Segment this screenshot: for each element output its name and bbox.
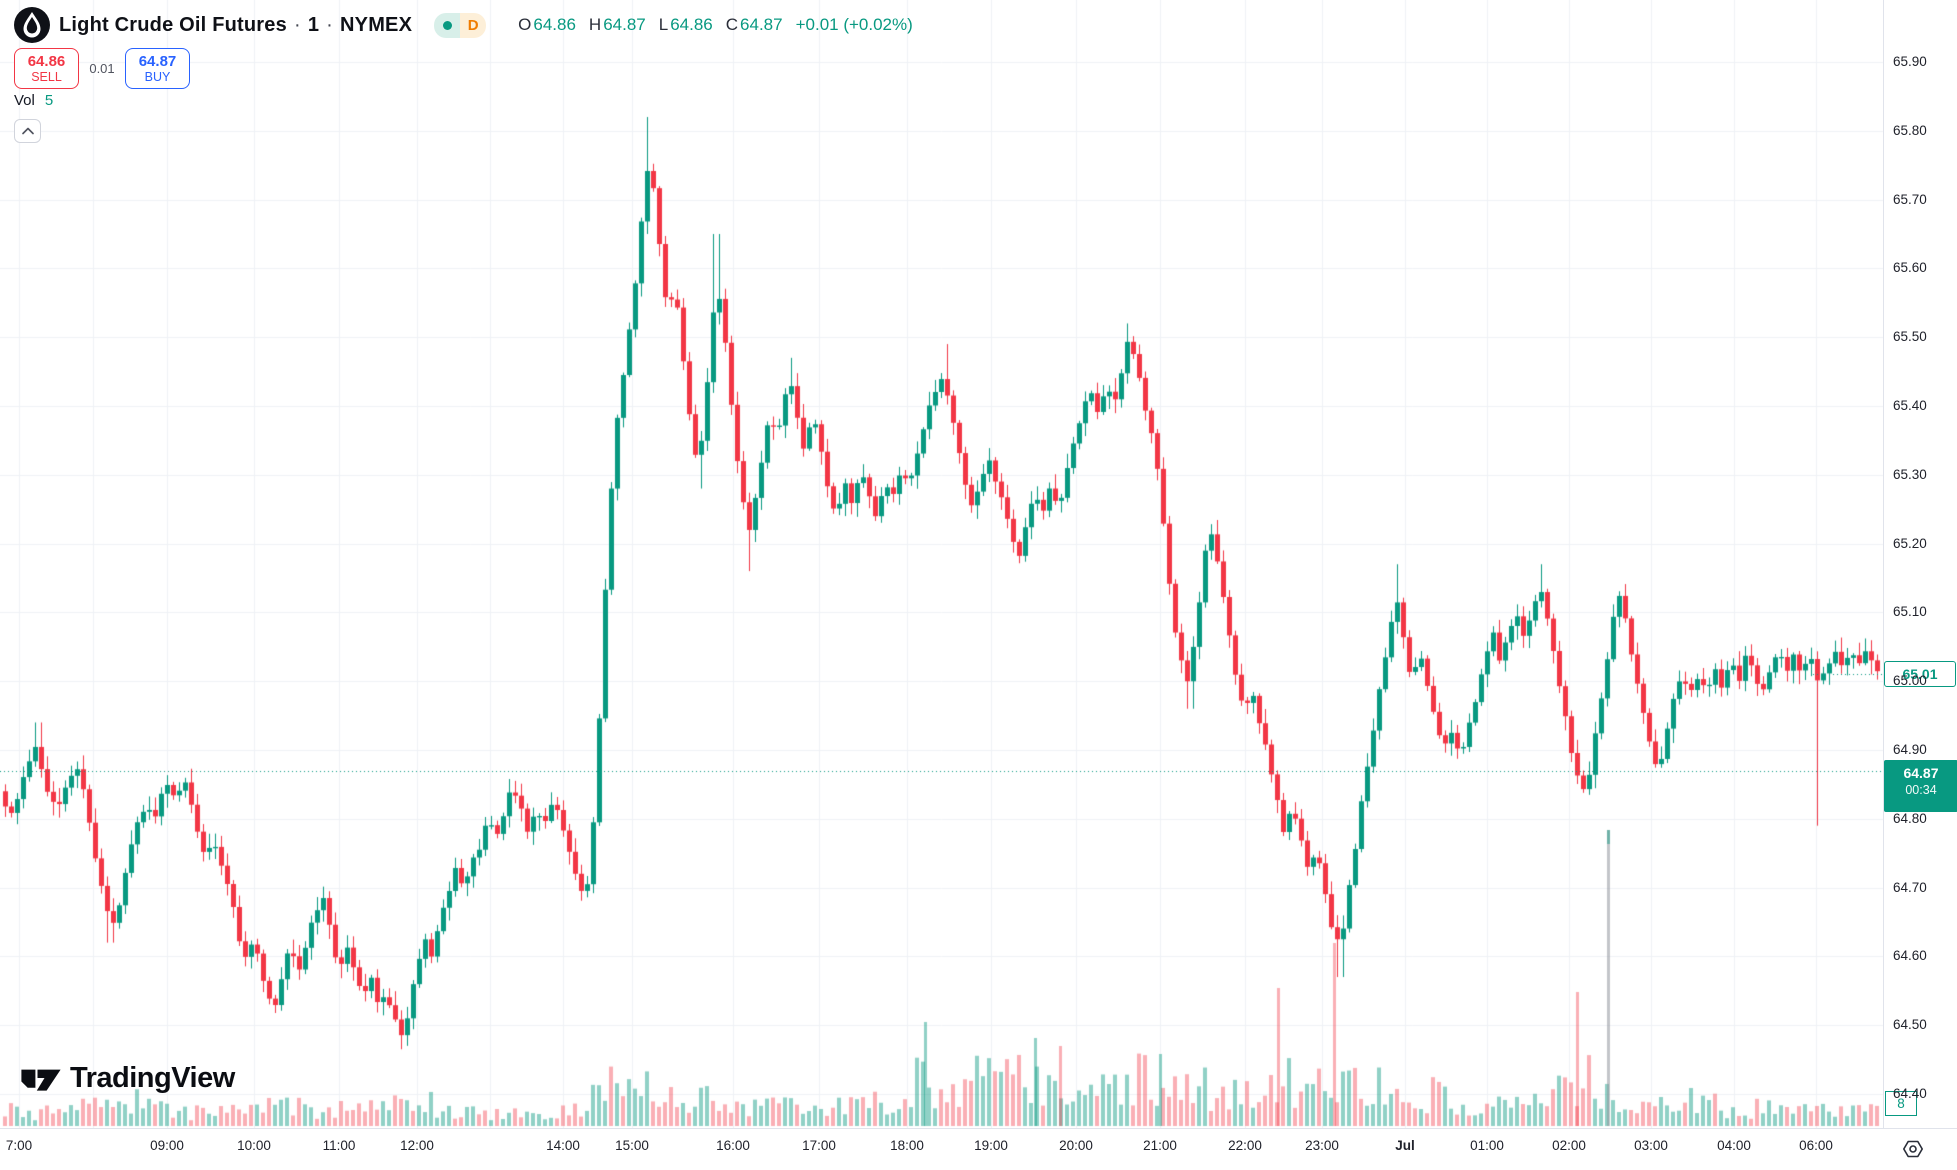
market-status-badge: [434, 12, 461, 38]
buy-button[interactable]: 64.87 BUY: [125, 48, 190, 89]
ohlc-key: O: [518, 15, 532, 34]
last-close-price-label: 65.01: [1884, 661, 1956, 687]
ohlc-item: H 64.87: [589, 15, 646, 35]
timezone-settings-button[interactable]: [1899, 1135, 1927, 1163]
time-axis-label: 16:00: [716, 1138, 750, 1153]
time-axis[interactable]: 7:00 09:00 10:00 11:00 12:00 14:00 15:00 16:00 1…: [0, 1128, 1957, 1170]
sell-price: 64.86: [27, 52, 66, 70]
ohlc-value: 64.86: [533, 15, 576, 34]
ohlc-item: O 64.86: [518, 15, 576, 35]
time-axis-label: 15:00: [615, 1138, 649, 1153]
ohlc-value: 64.87: [603, 15, 646, 34]
time-axis-label: 01:00: [1470, 1138, 1504, 1153]
ohlc-value: 64.86: [670, 15, 713, 34]
current-price-label: 64.87 00:34: [1884, 760, 1957, 812]
time-axis-label: 19:00: [974, 1138, 1008, 1153]
sell-label: SELL: [31, 69, 62, 84]
ohlc-key: H: [588, 15, 602, 34]
ohlc-key: C: [725, 15, 739, 34]
time-axis-label: Jul: [1395, 1138, 1415, 1153]
time-axis-label: 14:00: [546, 1138, 580, 1153]
price-axis-label: 64.80: [1893, 810, 1927, 826]
ohlc-key: L: [658, 15, 669, 34]
price-axis-label: 65.90: [1893, 54, 1927, 69]
price-axis-label: 64.90: [1893, 742, 1927, 757]
exchange-name[interactable]: NYMEX: [340, 13, 413, 36]
title-separator: ·: [326, 13, 334, 36]
time-axis-label: 02:00: [1552, 1138, 1586, 1153]
market-open-dot-icon: [442, 20, 452, 30]
sell-button[interactable]: 64.86 SELL: [14, 48, 79, 89]
price-axis-label: 65.40: [1893, 398, 1927, 413]
oil-symbol-icon: [14, 7, 50, 43]
tradingview-watermark: TradingView: [20, 1058, 235, 1098]
price-axis-label: 65.00: [1893, 673, 1927, 689]
bar-countdown: 00:34: [1905, 783, 1937, 797]
order-panel: 64.86 SELL 0.01 64.87 BUY: [14, 48, 190, 89]
time-axis-label: 17:00: [802, 1138, 836, 1153]
time-axis-label: 21:00: [1143, 1138, 1177, 1153]
time-axis-label: 7:00: [5, 1138, 33, 1153]
price-axis-label: 64.70: [1893, 879, 1927, 895]
price-axis[interactable]: 65.01 64.87 00:34 8 65.90 65.80 65.70 65.60…: [1883, 0, 1957, 1128]
time-axis-label: 06:00: [1799, 1138, 1833, 1153]
volume-label: Vol: [14, 92, 35, 109]
time-axis-label: 20:00: [1059, 1138, 1093, 1153]
price-axis-label: 65.80: [1893, 122, 1927, 138]
ohlc-item: L 64.86: [659, 15, 713, 35]
tradingview-logo-icon: [21, 1069, 61, 1091]
price-axis-label: 64.60: [1893, 948, 1927, 964]
time-axis-label: 12:00: [400, 1138, 434, 1153]
current-price-value: 64.87: [1903, 765, 1939, 781]
hexagon-settings-icon: [1902, 1140, 1924, 1158]
volume-value: 5: [44, 92, 54, 109]
change-value: +0.01 (+0.02%): [795, 15, 913, 34]
symbol-title[interactable]: Light Crude Oil Futures: [59, 13, 287, 36]
price-axis-label: 64.50: [1893, 1017, 1927, 1033]
buy-price: 64.87: [138, 52, 177, 70]
tradingview-wordmark: TradingView: [70, 1061, 235, 1094]
time-axis-label: 09:00: [150, 1138, 184, 1153]
time-axis-label: 03:00: [1634, 1138, 1668, 1153]
volume-readout: Vol 5: [14, 92, 53, 109]
price-axis-label: 65.50: [1893, 329, 1927, 345]
ohlc-readout: O 64.86 H 64.87 L 64.86 C 64.87 +0.01 (+0.02%): [518, 15, 913, 35]
time-axis-label: 04:00: [1717, 1138, 1751, 1153]
time-axis-label: 23:00: [1305, 1138, 1339, 1153]
price-axis-label: 65.60: [1893, 260, 1927, 276]
ohlc-item: C 64.87: [726, 15, 783, 35]
price-axis-label: 65.70: [1893, 191, 1927, 207]
title-separator: ·: [293, 13, 301, 36]
price-axis-label: 64.40: [1893, 1086, 1927, 1101]
volume-axis-badge: 8: [1885, 1091, 1917, 1116]
daily-interval-badge[interactable]: D: [460, 12, 487, 38]
time-axis-label: 11:00: [322, 1138, 356, 1153]
collapse-panel-button[interactable]: [14, 119, 41, 143]
buy-label: BUY: [144, 69, 171, 84]
chevron-up-icon: [21, 127, 34, 135]
price-axis-label: 65.20: [1893, 535, 1927, 551]
time-axis-label: 22:00: [1228, 1138, 1262, 1153]
time-axis-label: 18:00: [890, 1138, 924, 1153]
spread-value: 0.01: [89, 61, 115, 76]
legend-badges: D: [434, 12, 487, 38]
price-axis-label: 65.30: [1893, 466, 1927, 482]
time-axis-label: 10:00: [237, 1138, 271, 1153]
price-axis-label: 65.10: [1893, 604, 1927, 620]
interval-value[interactable]: 1: [307, 13, 320, 36]
ohlc-value: 64.87: [740, 15, 783, 34]
